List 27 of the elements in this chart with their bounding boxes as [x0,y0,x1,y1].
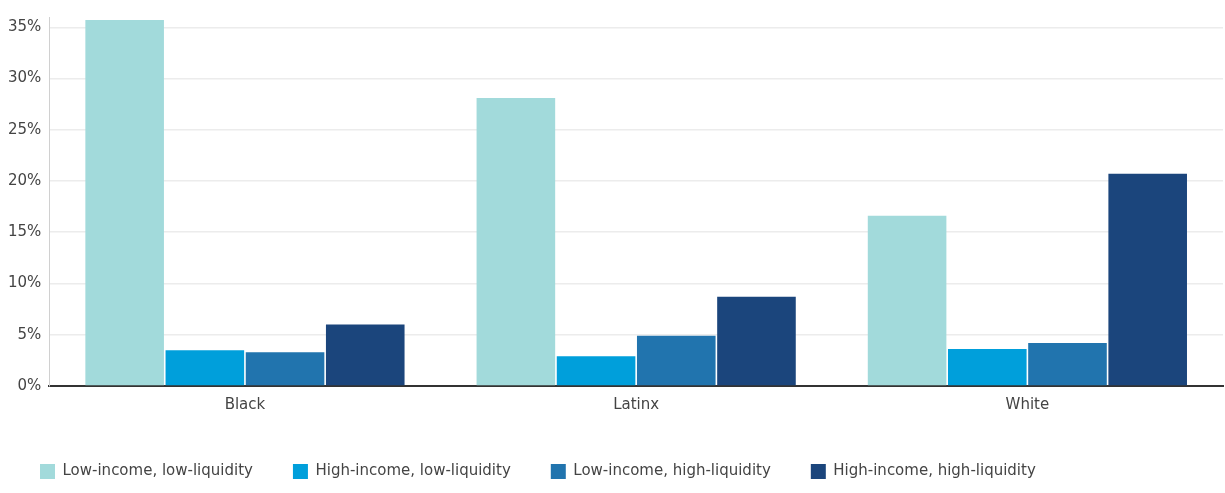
legend-label: High-income, low-liquidity [315,461,511,480]
bar [717,296,796,386]
bar [165,350,245,386]
bar [867,215,947,386]
bar [1028,342,1107,386]
bar [947,349,1027,386]
bar [325,324,405,386]
x-tick-label: White [1005,394,1050,413]
y-tick-label: 0% [17,375,42,394]
y-tick-label: 5% [17,324,42,343]
legend-label: Low-income, low-liquidity [62,461,254,480]
y-tick-label: 30% [8,68,42,87]
x-tick-label: Black [224,394,266,413]
bar [1108,173,1187,386]
y-tick-label: 20% [8,170,42,189]
x-tick-label: Latinx [613,394,660,413]
bar [556,356,636,386]
y-tick-label: 10% [8,273,42,292]
bar [636,335,716,386]
y-tick-label: 25% [8,119,42,138]
y-tick-label: 15% [8,222,42,241]
bar [476,97,556,386]
bar [245,352,325,386]
legend-label: High-income, high-liquidity [833,461,1036,480]
y-tick-label: 35% [8,17,42,36]
bar [85,20,164,386]
legend-label: Low-income, high-liquidity [573,461,771,480]
